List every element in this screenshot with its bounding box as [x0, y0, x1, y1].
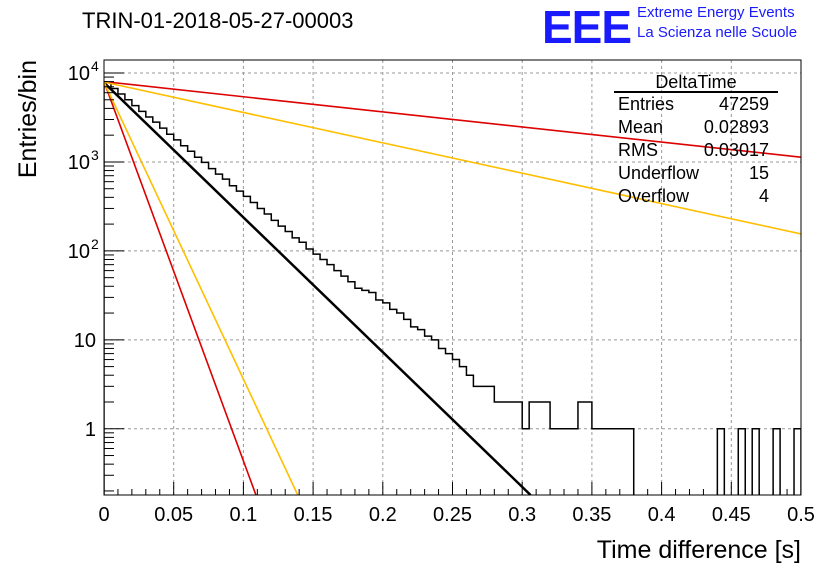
x-tick-label: 0.4 [648, 504, 676, 526]
axes: 0 0.05 0.1 0.15 0.2 0.25 0.3 0.35 0.4 0.45 0.5 1 10 1… [14, 58, 815, 564]
x-tick-label: 0.2 [369, 504, 397, 526]
y-tick-label: 1 [85, 419, 96, 441]
eee-logo: EEE [542, 1, 632, 53]
fit-curves [104, 80, 801, 495]
y-tick-label: 10 [68, 63, 90, 85]
x-tick-label: 0.25 [433, 504, 472, 526]
fit-curve-3 [104, 81, 801, 235]
stats-label: Overflow [618, 186, 690, 206]
y-tick-exponent: 3 [91, 147, 99, 163]
org-line-2: La Scienza nelle Scuole [637, 24, 798, 41]
stats-label: Mean [618, 117, 663, 137]
stats-value: 0.02893 [704, 117, 769, 137]
histogram-series [104, 81, 801, 495]
x-tick-label: 0.15 [294, 504, 333, 526]
fit-curve-5 [104, 81, 299, 495]
histogram-bins [104, 81, 801, 495]
stats-label: Underflow [618, 163, 700, 183]
fit-curve-4 [104, 81, 257, 495]
y-tick-label: 10 [74, 330, 96, 352]
fit-curve-1 [104, 81, 532, 495]
stats-value: 47259 [719, 94, 769, 114]
org-line-1: Extreme Energy Events [637, 4, 795, 21]
stats-label: Entries [618, 94, 674, 114]
y-tick-label: 10 [68, 241, 90, 263]
x-axis-title: Time difference [s] [597, 536, 801, 564]
stats-value: 4 [759, 186, 769, 206]
x-tick-label: 0.05 [154, 504, 193, 526]
stats-title: DeltaTime [655, 72, 736, 92]
y-tick-exponent: 4 [91, 58, 99, 74]
grid-lines [104, 60, 801, 495]
organization-name: Extreme Energy Events La Scienza nelle S… [637, 3, 797, 43]
y-tick-exponent: 2 [91, 236, 99, 252]
x-tick-label: 0.35 [572, 504, 611, 526]
x-tick-label: 0 [98, 504, 109, 526]
x-tick-label: 0.45 [712, 504, 751, 526]
y-tick-label: 10 [68, 152, 90, 174]
stats-value: 0.03017 [704, 140, 769, 160]
x-tick-label: 0.5 [787, 504, 815, 526]
fit-curve-2 [104, 80, 801, 159]
x-tick-label: 0.1 [229, 504, 257, 526]
x-tick-label: 0.3 [508, 504, 536, 526]
stats-value: 15 [749, 163, 769, 183]
y-axis-title: Entries/bin [14, 60, 42, 178]
stats-label: RMS [618, 140, 658, 160]
run-title: TRIN-01-2018-05-27-00003 [82, 8, 354, 33]
